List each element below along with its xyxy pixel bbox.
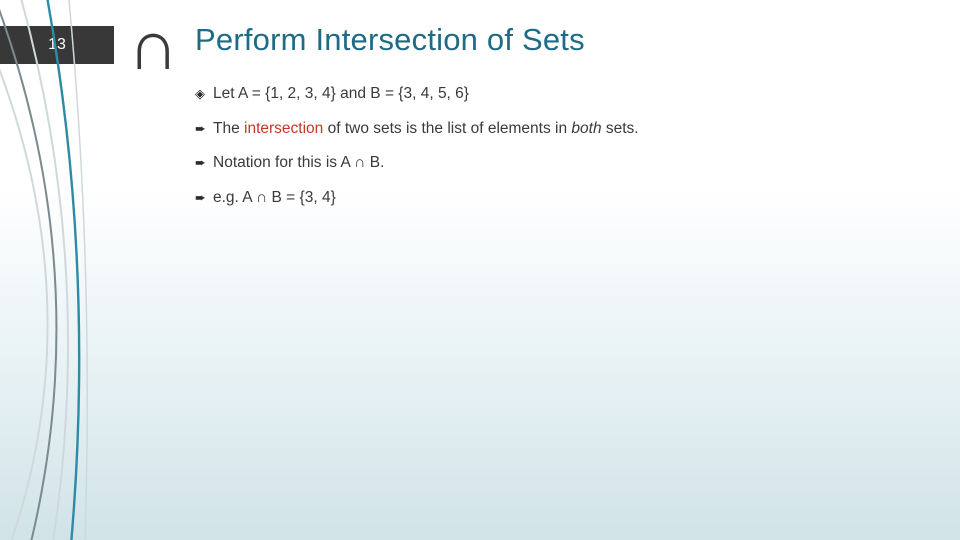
bullet-1: ◈ Let A = {1, 2, 3, 4} and B = {3, 4, 5,… <box>195 82 920 107</box>
bullet-3: ➨ Notation for this is A ∩ B. <box>195 151 920 176</box>
bullet-text: The intersection of two sets is the list… <box>213 117 920 141</box>
bullet-marker: ◈ <box>195 82 213 107</box>
bullet-marker: ➨ <box>195 186 213 211</box>
bullet-marker: ➨ <box>195 117 213 142</box>
bullet-text: Notation for this is A ∩ B. <box>213 151 920 175</box>
page-number: 13 <box>48 36 66 54</box>
highlight-word: intersection <box>244 120 323 137</box>
bullet-text: Let A = {1, 2, 3, 4} and B = {3, 4, 5, 6… <box>213 82 920 106</box>
bullet-text: e.g. A ∩ B = {3, 4} <box>213 186 920 210</box>
content-area: ◈ Let A = {1, 2, 3, 4} and B = {3, 4, 5,… <box>195 82 920 221</box>
bullet-2: ➨ The intersection of two sets is the li… <box>195 117 920 142</box>
intersection-symbol: ∩ <box>128 10 178 80</box>
bullet-marker: ➨ <box>195 151 213 176</box>
bullet-4: ➨ e.g. A ∩ B = {3, 4} <box>195 186 920 211</box>
slide-title: Perform Intersection of Sets <box>195 22 585 58</box>
page-number-badge: 13 <box>0 26 114 64</box>
